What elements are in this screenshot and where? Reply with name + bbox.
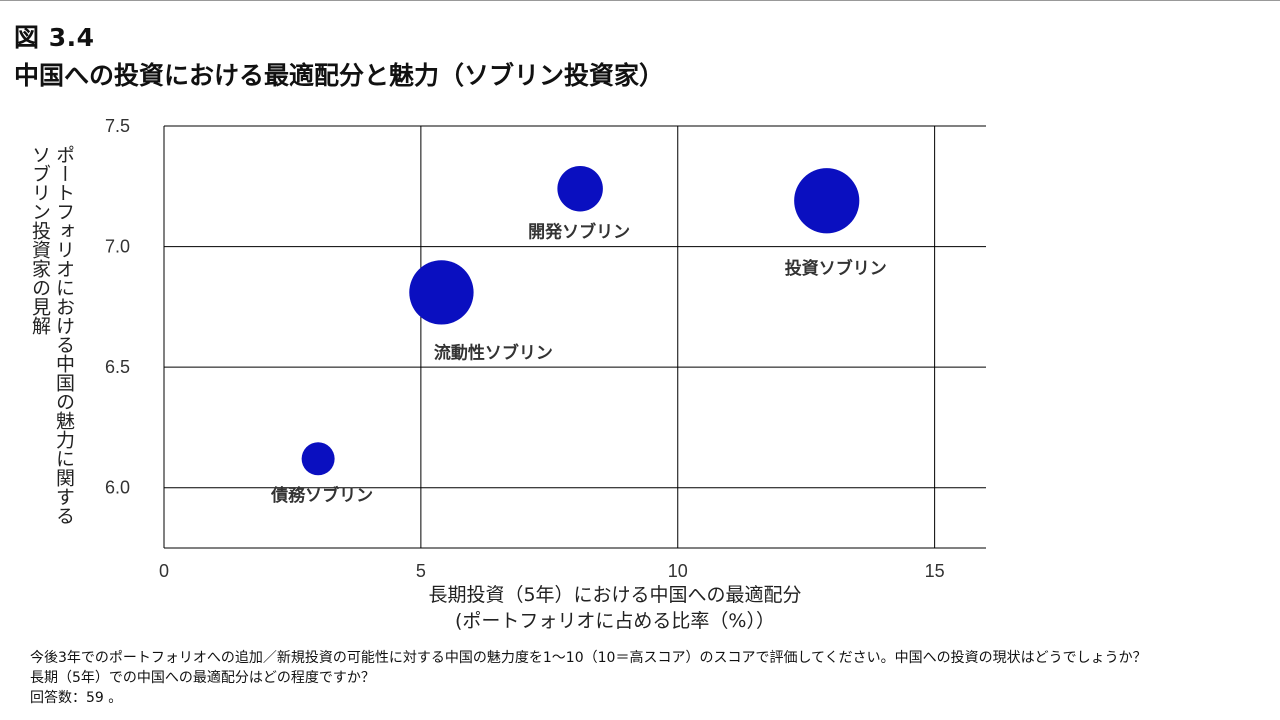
bubble-3 [557, 165, 603, 212]
top-divider [0, 0, 1280, 1]
x-axis-label-line2: (ポートフォリオに占める比率（%）） [455, 610, 775, 632]
bubble-4 [794, 168, 860, 234]
x-tick-label: 15 [925, 561, 945, 581]
y-tick-label: 6.5 [105, 357, 130, 377]
figure-number: 図 3.4 [14, 23, 95, 52]
bubble-label-4: 投資ソブリン [785, 258, 887, 279]
x-tick-label: 0 [159, 561, 169, 581]
bubble-label-1: 債務ソブリン [270, 485, 373, 506]
note-line-1: 今後3年でのポートフォリオへの追加／新規投資の可能性に対する中国の魅力度を1～1… [30, 650, 1147, 666]
y-tick-label: 7.0 [105, 237, 130, 257]
x-tick-label: 5 [416, 561, 426, 581]
bubble-label-2: 流動性ソブリン [434, 342, 553, 363]
bubble-2 [409, 260, 474, 325]
note-line-3: 回答数：59 。 [30, 690, 123, 706]
figure-title: 中国への投資における最適配分と魅力（ソブリン投資家） [14, 61, 665, 90]
y-axis-label: ポートフォリオにおける中国の魅力に関するソブリン投資家の見解 [29, 145, 75, 525]
bubble-1 [301, 442, 335, 476]
x-tick-label: 10 [668, 561, 688, 581]
y-tick-label: 7.5 [105, 116, 130, 136]
chart-notes: 今後3年でのポートフォリオへの追加／新規投資の可能性に対する中国の魅力度を1～1… [30, 648, 1147, 708]
bubble-label-3: 開発ソブリン [528, 222, 630, 243]
x-axis-label-line1: 長期投資（5年）における中国への最適配分 [428, 584, 802, 606]
y-tick-label: 6.0 [105, 478, 130, 498]
note-line-2: 長期（5年）での中国への最適配分はどの程度ですか？ [30, 670, 375, 686]
